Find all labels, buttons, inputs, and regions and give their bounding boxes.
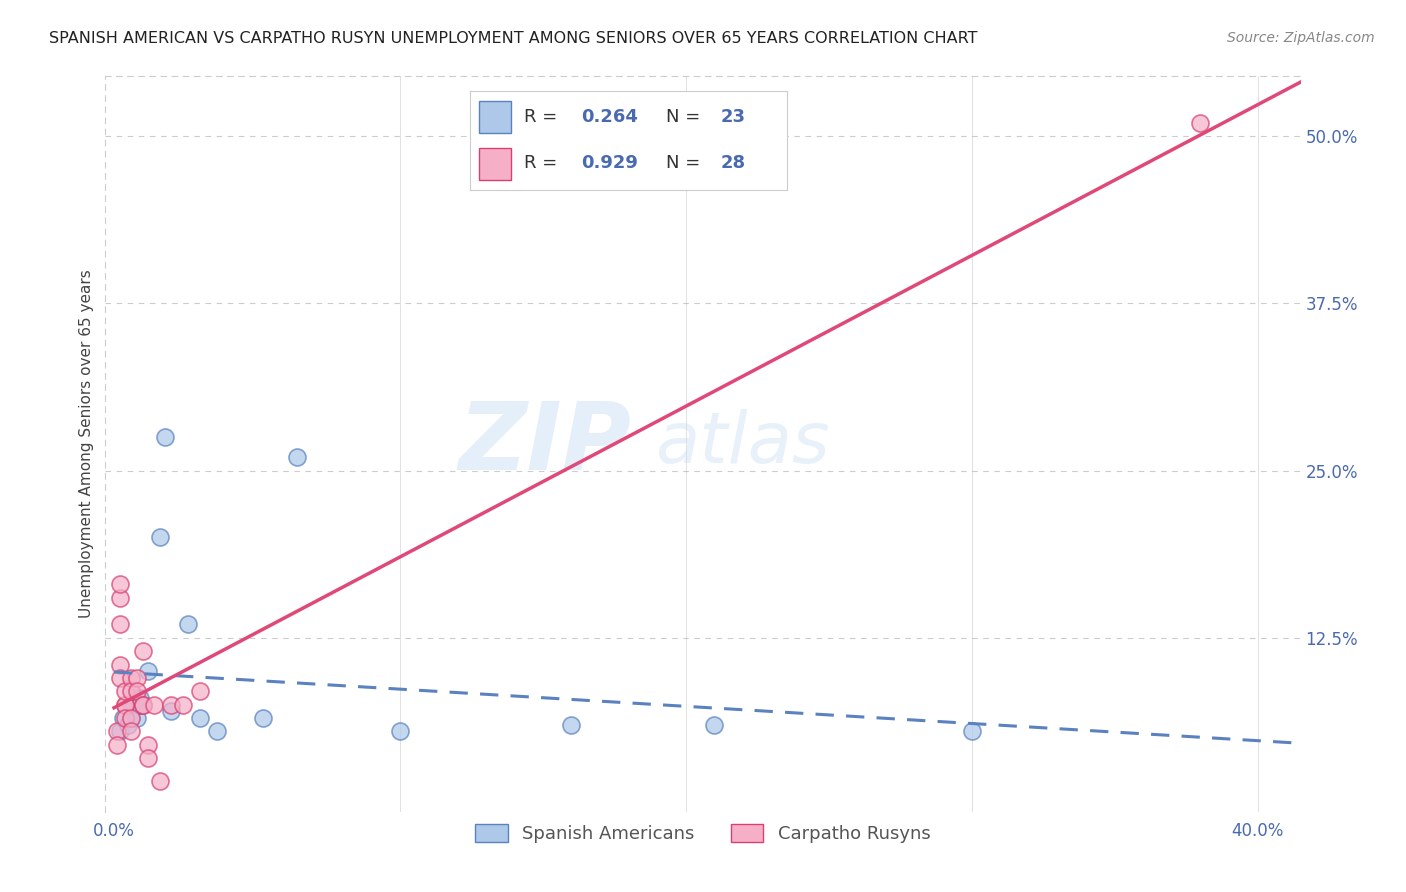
Point: [160, 698, 183, 712]
Point: [177, 617, 200, 632]
Point: [117, 717, 139, 731]
Point: [205, 724, 228, 739]
Point: [172, 698, 194, 712]
Point: [108, 591, 131, 605]
Point: [125, 684, 148, 698]
Point: [138, 751, 160, 765]
Point: [108, 724, 131, 739]
Point: [108, 577, 131, 591]
Point: [114, 684, 136, 698]
Point: [120, 711, 142, 725]
Point: [125, 690, 148, 705]
Point: [120, 705, 142, 719]
Point: [138, 738, 160, 752]
Point: [120, 684, 142, 698]
Point: [149, 530, 172, 544]
Point: [131, 698, 153, 712]
Point: [155, 430, 177, 444]
Point: [108, 617, 131, 632]
Point: [960, 724, 983, 739]
Point: [252, 711, 274, 725]
Point: [188, 684, 211, 698]
Point: [138, 664, 160, 678]
Point: [388, 724, 411, 739]
Point: [120, 711, 142, 725]
Point: [285, 450, 308, 464]
Text: atlas: atlas: [655, 409, 830, 478]
Point: [105, 724, 128, 739]
Point: [160, 705, 183, 719]
Point: [108, 657, 131, 672]
Point: [125, 711, 148, 725]
Point: [131, 698, 153, 712]
Point: [105, 738, 128, 752]
Point: [131, 644, 153, 658]
Text: ZIP: ZIP: [458, 398, 631, 490]
Point: [149, 774, 172, 789]
Point: [128, 690, 150, 705]
Point: [114, 711, 136, 725]
Point: [114, 698, 136, 712]
Point: [128, 698, 150, 712]
Y-axis label: Unemployment Among Seniors over 65 years: Unemployment Among Seniors over 65 years: [79, 269, 94, 618]
Text: Source: ZipAtlas.com: Source: ZipAtlas.com: [1227, 31, 1375, 45]
Point: [188, 711, 211, 725]
Point: [128, 698, 150, 712]
Point: [114, 698, 136, 712]
Point: [108, 671, 131, 685]
Point: [125, 671, 148, 685]
Point: [560, 717, 582, 731]
Text: SPANISH AMERICAN VS CARPATHO RUSYN UNEMPLOYMENT AMONG SENIORS OVER 65 YEARS CORR: SPANISH AMERICAN VS CARPATHO RUSYN UNEMP…: [49, 31, 977, 46]
Legend: Spanish Americans, Carpatho Rusyns: Spanish Americans, Carpatho Rusyns: [468, 817, 938, 851]
Point: [1189, 115, 1212, 129]
Point: [120, 724, 142, 739]
Point: [111, 711, 134, 725]
Point: [143, 698, 166, 712]
Point: [120, 671, 142, 685]
Point: [703, 717, 725, 731]
